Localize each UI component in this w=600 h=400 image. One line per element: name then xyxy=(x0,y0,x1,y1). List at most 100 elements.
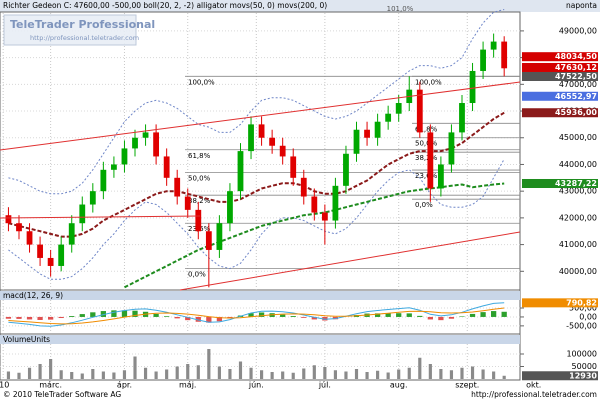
y-tick-label: 42000,00 xyxy=(559,213,597,222)
volume-bar xyxy=(260,370,264,379)
histogram-bar xyxy=(427,316,433,320)
volume-bar xyxy=(70,372,74,379)
fib-label: 23,6% xyxy=(415,172,438,180)
y-tick-label: 100000 xyxy=(566,350,597,359)
volume-bar xyxy=(143,367,148,379)
volume-title: VolumeUnits xyxy=(3,335,50,344)
fib-label: 61,8% xyxy=(415,125,438,133)
volume-bar xyxy=(80,373,84,379)
candle-body xyxy=(364,129,370,138)
candle-body xyxy=(258,124,265,138)
price-badge xyxy=(522,71,598,81)
price-badge xyxy=(522,52,598,62)
candle-body xyxy=(290,156,297,178)
volume-bar xyxy=(470,366,475,379)
histogram-bar xyxy=(459,316,465,317)
x-tick-label: márc. xyxy=(39,381,62,390)
histogram-bar xyxy=(47,316,54,320)
volume-bar xyxy=(175,366,179,379)
histogram-bar xyxy=(206,316,212,323)
volume-bar xyxy=(481,369,485,379)
histogram-bar xyxy=(396,313,402,317)
volume-bar xyxy=(291,372,295,379)
price-badge-label: 46552,97 xyxy=(555,92,597,101)
candle-body xyxy=(448,132,455,165)
period: naponta xyxy=(566,1,597,10)
candle-body xyxy=(416,89,423,133)
volume-bar xyxy=(217,366,221,379)
volume-bar xyxy=(207,349,211,379)
candle-body xyxy=(121,148,128,165)
volume-bar xyxy=(386,372,390,379)
candle-body xyxy=(16,223,22,232)
price-badge-label: 47522,50 xyxy=(555,72,597,81)
histogram-bar xyxy=(248,313,254,317)
fib-label: 38,2% xyxy=(415,154,438,162)
volume-bar xyxy=(154,371,158,379)
volume-bar xyxy=(112,372,116,379)
histogram-bar xyxy=(438,316,444,321)
price-badge-label: 47630,12 xyxy=(555,63,597,72)
candle-body xyxy=(163,156,170,178)
macd-label-bar xyxy=(0,291,520,300)
candle-body xyxy=(269,137,276,146)
histogram-bar xyxy=(280,314,286,317)
volume-bar xyxy=(238,361,243,379)
macd-title: macd(12, 26, 9) xyxy=(3,291,63,300)
histogram-bar xyxy=(58,316,64,319)
histogram-bar xyxy=(501,311,507,317)
volume-bar xyxy=(249,367,253,379)
histogram-bar xyxy=(311,316,317,320)
histogram-bar xyxy=(290,316,296,317)
histogram-bar xyxy=(480,312,486,317)
volume-bar xyxy=(418,357,422,379)
candle-body xyxy=(311,196,318,213)
candle-body xyxy=(132,137,138,149)
copyright: © 2010 TeleTrader Software AG xyxy=(3,390,121,399)
volume-bar xyxy=(397,369,401,379)
volume-bar xyxy=(59,370,63,379)
trend-line xyxy=(179,231,521,291)
candle-body xyxy=(47,257,54,266)
volume-bar xyxy=(38,364,42,379)
candle-body xyxy=(142,132,149,138)
volume-bar xyxy=(365,372,369,379)
histogram-bar xyxy=(16,316,22,319)
volume-bar xyxy=(228,369,232,379)
candle-body xyxy=(216,223,223,250)
candle-body xyxy=(205,231,212,250)
volume-bar xyxy=(449,370,454,379)
value-badge xyxy=(522,371,598,381)
candle-body xyxy=(184,196,191,210)
y-tick-label: 49000,00 xyxy=(559,26,597,35)
volume-bar xyxy=(6,371,11,379)
price-badge-label: 48034,50 xyxy=(555,52,597,61)
histogram-bar xyxy=(174,316,180,319)
candle-body xyxy=(395,103,402,114)
price-panel xyxy=(0,11,521,291)
price-badge xyxy=(522,108,598,118)
histogram-bar xyxy=(417,315,423,317)
volume-bar xyxy=(323,367,327,379)
y-tick-label: -500,00 xyxy=(566,321,597,330)
logo-box xyxy=(3,14,137,46)
candle-body xyxy=(153,132,160,157)
x-tick-label: '10 xyxy=(0,381,9,390)
x-tick-label: okt. xyxy=(526,381,541,390)
volume-bar xyxy=(27,367,32,379)
header-bar xyxy=(0,0,600,12)
volume-bar xyxy=(460,367,464,379)
candle-body xyxy=(321,212,328,221)
candle-body xyxy=(300,177,307,197)
volume-bar xyxy=(439,369,443,379)
volume-bar xyxy=(101,371,105,379)
x-tick-label: júl. xyxy=(318,381,331,390)
value-badge xyxy=(522,298,598,308)
y-tick-label: 500,00 xyxy=(569,304,597,313)
x-tick-label: aug. xyxy=(390,381,408,390)
fib-label: 0,0% xyxy=(188,271,206,279)
volume-bar xyxy=(165,369,169,379)
candle-body xyxy=(227,191,233,224)
volume-bar xyxy=(302,368,306,379)
